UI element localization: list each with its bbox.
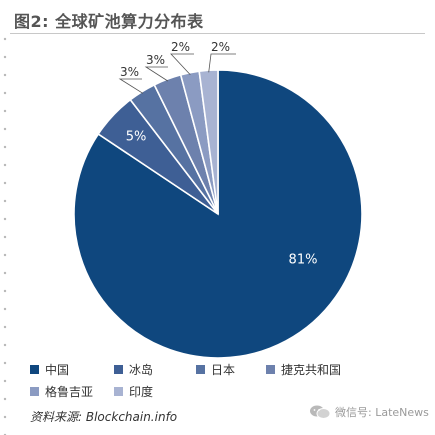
legend-label: 冰岛 <box>129 362 154 377</box>
source-note: 资料来源: Blockchain.info <box>30 410 178 424</box>
watermark-text: 微信号: LateNews <box>335 406 429 419</box>
leader-line-4 <box>144 66 169 82</box>
title-divider <box>10 33 425 34</box>
legend-swatch <box>30 386 39 396</box>
legend-swatch <box>30 364 39 374</box>
legend-label: 捷克共和国 <box>281 362 342 377</box>
legend-label: 日本 <box>211 362 236 377</box>
legend-label: 印度 <box>129 384 154 399</box>
legend-item-5: 格鲁吉亚 <box>30 383 93 399</box>
wechat-icon <box>310 405 331 419</box>
leader-line-5 <box>170 53 194 76</box>
legend-item-6: 印度 <box>114 383 153 399</box>
chart-title: 图2: 全球矿池算力分布表 <box>14 12 204 31</box>
legend-label: 格鲁吉亚 <box>45 384 94 399</box>
legend-swatch <box>114 386 123 396</box>
legend-swatch <box>114 364 123 374</box>
legend-swatch <box>196 364 205 374</box>
slice-label-3: 3% <box>120 65 139 79</box>
legend-item-2: 冰岛 <box>114 361 153 377</box>
leader-line-6 <box>208 53 236 73</box>
wechat-watermark: 微信号: LateNews <box>309 404 429 420</box>
legend-label: 中国 <box>45 362 70 377</box>
slice-label-6: 2% <box>211 40 230 54</box>
left-margin-dots <box>2 30 8 435</box>
legend-item-4: 捷克共和国 <box>266 361 341 377</box>
slice-label-2: 5% <box>126 130 147 145</box>
legend-item-3: 日本 <box>196 361 235 377</box>
legend-item-1: 中国 <box>30 361 69 377</box>
slice-label-4: 3% <box>146 53 165 67</box>
legend-swatch <box>266 364 275 374</box>
leader-line-3 <box>118 78 144 94</box>
slice-label-5: 2% <box>171 40 190 54</box>
slice-label-1: 81% <box>289 253 318 268</box>
